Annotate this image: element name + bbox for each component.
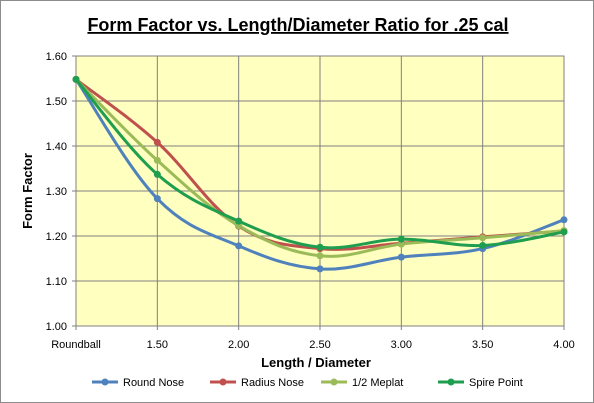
data-point-round-nose [316,265,324,273]
legend-marker-1-2-meplat [330,378,338,386]
data-point-spire-point [235,217,243,225]
data-point-round-nose [153,195,161,203]
series-markers [72,75,568,273]
data-point-round-nose [560,216,568,224]
y-tick-label: 1.20 [46,231,67,243]
data-point-1-2-meplat [316,252,324,260]
legend-label-radius-nose: Radius Nose [241,377,304,389]
x-tick-label: Roundball [51,339,101,351]
x-tick-label: 1.50 [147,339,168,351]
data-point-spire-point [153,170,161,178]
x-tick-label: 3.00 [391,339,412,351]
legend-label-1-2-meplat: 1/2 Meplat [352,377,403,389]
y-tick-label: 1.30 [46,186,67,198]
data-point-spire-point [316,243,324,251]
chart-title: Form Factor vs. Length/Diameter Ratio fo… [87,15,508,35]
data-point-1-2-meplat [397,240,405,248]
x-tick-label: 2.00 [228,339,249,351]
y-tick-label: 1.10 [46,276,67,288]
y-tick-label: 1.50 [46,96,67,108]
x-tick-label: 3.50 [472,339,493,351]
x-axis-ticks: Roundball 1.50 2.00 2.50 3.00 3.50 4.00 [51,326,575,351]
data-point-spire-point [397,235,405,243]
legend-marker-round-nose [101,378,109,386]
legend: Round Nose Radius Nose 1/2 Meplat Spire Poi… [92,377,523,389]
legend-marker-radius-nose [219,378,227,386]
data-point-spire-point [72,75,80,83]
legend-label-round-nose: Round Nose [123,377,184,389]
data-point-1-2-meplat [479,234,487,242]
data-point-spire-point [479,241,487,249]
y-tick-label: 1.60 [46,51,67,63]
data-point-spire-point [560,228,568,236]
data-point-radius-nose [153,138,161,146]
y-tick-label: 1.00 [46,321,67,333]
y-axis-title: Form Factor [20,153,35,229]
legend-label-spire-point: Spire Point [469,377,523,389]
data-point-round-nose [397,253,405,261]
data-point-round-nose [235,242,243,250]
y-axis-ticks: 1.00 1.10 1.20 1.30 1.40 1.50 1.60 [46,51,76,333]
x-axis-title: Length / Diameter [261,355,371,370]
data-point-1-2-meplat [153,156,161,164]
x-tick-label: 2.50 [309,339,330,351]
legend-marker-spire-point [447,378,455,386]
x-tick-label: 4.00 [553,339,574,351]
y-tick-label: 1.40 [46,141,67,153]
